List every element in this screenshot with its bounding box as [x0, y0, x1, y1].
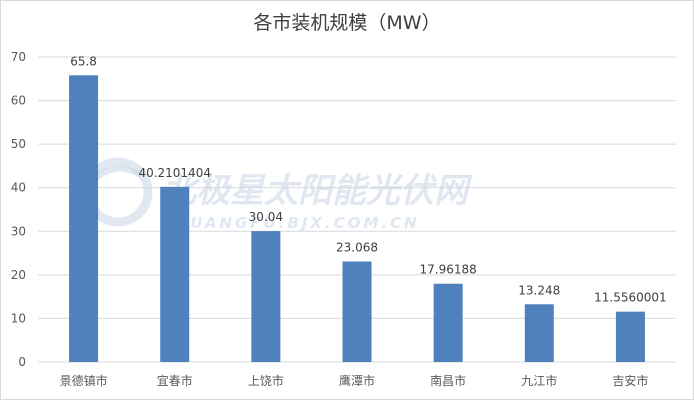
x-category-label: 九江市: [521, 373, 557, 388]
y-tick-label: 70: [11, 50, 26, 64]
data-label: 11.5560001: [594, 291, 667, 305]
y-tick-label: 40: [11, 181, 26, 195]
data-label: 13.248: [518, 283, 560, 297]
y-tick-label: 0: [18, 355, 26, 369]
x-category-label: 吉安市: [612, 373, 648, 388]
bar: [342, 261, 372, 362]
bars: [69, 75, 645, 363]
bar: [251, 231, 281, 362]
data-label: 65.8: [70, 54, 97, 68]
y-tick-label: 20: [11, 268, 26, 282]
watermark-subtext: GUANGFU.BJX.COM.CN: [175, 214, 420, 232]
x-category-label: 上饶市: [248, 373, 284, 388]
chart-title: 各市装机规模（MW）: [253, 12, 441, 34]
x-category-label: 鹰潭市: [339, 373, 375, 388]
data-label: 40.2101404: [138, 166, 211, 180]
bar: [160, 186, 190, 362]
x-category-label: 景德镇市: [60, 373, 108, 388]
y-tick-label: 30: [11, 224, 26, 238]
y-tick-label: 60: [11, 94, 26, 108]
bar: [69, 75, 99, 363]
watermark: 北极星太阳能光伏网 GUANGFU.BJX.COM.CN: [83, 157, 473, 232]
y-tick-label: 10: [11, 311, 26, 325]
bar: [524, 304, 554, 362]
data-label: 23.068: [336, 240, 378, 254]
x-axis-labels: 景德镇市 宜春市 上饶市 鹰潭市 南昌市 九江市 吉安市: [60, 373, 649, 388]
bar: [433, 283, 463, 362]
watermark-text: 北极星太阳能光伏网: [162, 171, 473, 211]
data-label: 30.04: [249, 210, 283, 224]
y-axis-ticks: 0 10 20 30 40 50 60 70: [11, 50, 26, 369]
data-labels: 65.8 40.2101404 30.04 23.068 17.96188 13.248 1…: [70, 54, 666, 304]
x-category-label: 南昌市: [430, 373, 466, 388]
y-tick-label: 50: [11, 137, 26, 151]
data-label: 17.96188: [420, 263, 477, 277]
bar: [615, 311, 645, 362]
x-category-label: 宜春市: [157, 373, 193, 388]
